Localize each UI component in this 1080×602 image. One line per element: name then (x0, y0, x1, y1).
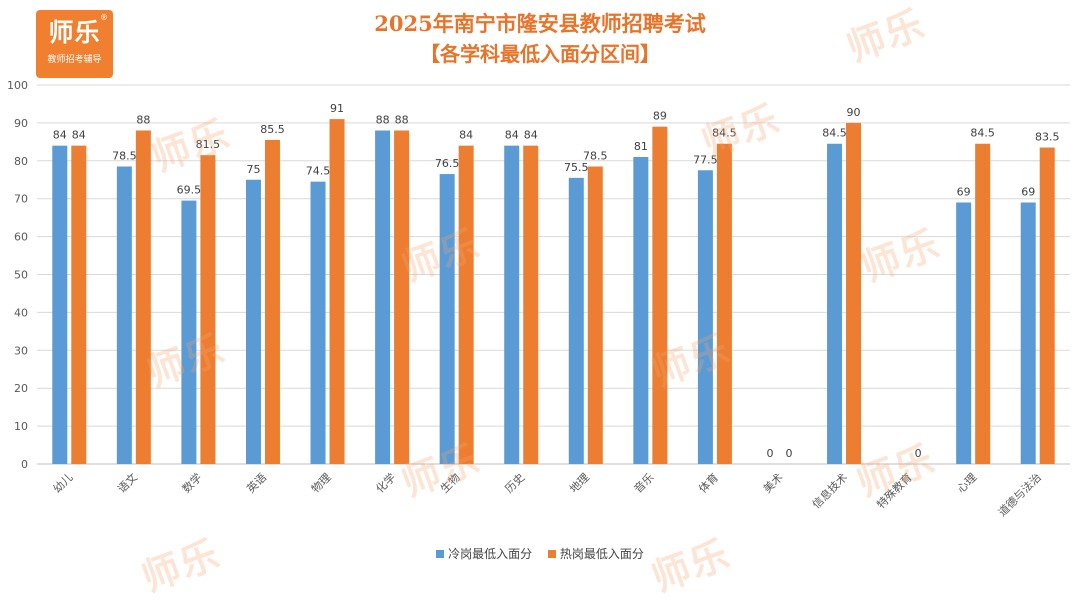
bar (504, 145, 520, 464)
bar (116, 166, 132, 465)
bar (329, 119, 345, 465)
logo-mark: 师乐 (48, 18, 101, 47)
y-tick-label: 100 (7, 79, 28, 92)
data-label: 76.5 (435, 157, 460, 170)
data-label: 84 (524, 129, 538, 142)
bar (310, 181, 326, 464)
chart-legend: 冷岗最低入面分 热岗最低入面分 (0, 545, 1080, 562)
y-tick-label: 30 (14, 344, 28, 357)
data-label: 91 (330, 102, 344, 115)
y-tick-label: 50 (14, 269, 28, 282)
data-label: 88 (136, 113, 150, 126)
data-label: 84.5 (712, 127, 737, 140)
x-tick-label: 道德与法治 (995, 470, 1044, 519)
y-tick-label: 90 (14, 117, 28, 130)
data-label: 88 (376, 113, 390, 126)
y-tick-label: 0 (21, 458, 28, 471)
legend-label: 冷岗最低入面分 (448, 547, 533, 561)
x-tick-label: 英语 (244, 470, 269, 495)
bar (956, 202, 972, 465)
bar (523, 145, 539, 464)
bar (633, 157, 649, 464)
bar (1020, 202, 1036, 465)
x-tick-label: 历史 (503, 471, 528, 496)
bar (1039, 147, 1055, 464)
x-tick-label: 物理 (308, 470, 333, 495)
data-label: 84.5 (822, 127, 847, 140)
data-label: 84 (505, 129, 519, 142)
bar (264, 139, 280, 464)
chart-subtitle: 【各学科最低入面分区间】 (420, 42, 660, 66)
x-tick-label: 地理 (567, 471, 592, 496)
x-tick-label: 语文 (115, 470, 140, 495)
bar (846, 122, 862, 465)
data-label: 81.5 (196, 138, 221, 151)
y-tick-label: 10 (14, 420, 28, 433)
legend-swatch-cold (436, 549, 445, 558)
legend-swatch-hot (547, 549, 556, 558)
data-label: 84.5 (970, 127, 995, 140)
data-label: 0 (785, 447, 792, 460)
bar (394, 130, 410, 465)
bar (181, 200, 197, 464)
data-label: 78.5 (112, 149, 137, 162)
data-label: 0 (915, 447, 922, 460)
bar (439, 174, 455, 464)
bar (458, 145, 474, 464)
data-label: 75 (246, 163, 260, 176)
data-label: 69 (1021, 185, 1035, 198)
data-label: 69 (957, 185, 971, 198)
data-label: 78.5 (583, 149, 608, 162)
y-tick-label: 70 (14, 193, 28, 206)
x-tick-label: 心理 (955, 471, 980, 496)
y-tick-label: 20 (14, 382, 28, 395)
x-tick-label: 幼儿 (51, 471, 76, 496)
logo-subtitle: 教师招考辅导 (47, 55, 102, 65)
bar (827, 143, 843, 464)
legend-label: 热岗最低入面分 (559, 547, 644, 561)
chart-title: 2025年南宁市隆安县教师招聘考试 (374, 11, 706, 36)
data-label: 75.5 (564, 161, 589, 174)
bar (135, 130, 151, 465)
bar (52, 145, 68, 464)
bar (587, 166, 603, 465)
brand-logo: ® 师乐 教师招考辅导 (36, 10, 113, 78)
x-tick-label: 美术 (761, 471, 786, 496)
bar (71, 145, 87, 464)
data-label: 84 (53, 129, 67, 142)
data-label: 84 (459, 129, 473, 142)
data-label: 0 (766, 447, 773, 460)
bar (697, 170, 713, 464)
legend-item: 冷岗最低入面分 (436, 545, 532, 562)
data-label: 69.5 (177, 184, 202, 197)
bar (716, 143, 732, 464)
registered-mark: ® (100, 13, 108, 22)
x-tick-label: 信息技术 (809, 470, 850, 511)
bar (375, 130, 391, 465)
y-tick-label: 80 (14, 155, 28, 168)
y-tick-label: 40 (14, 306, 28, 319)
data-label: 89 (653, 110, 667, 123)
data-label: 84 (72, 129, 86, 142)
y-tick-label: 60 (14, 231, 28, 244)
bar (568, 177, 584, 465)
bar (975, 143, 991, 464)
bar-chart: 0 10 20 30 40 50 60 70 80 90 100 84 84 幼儿 78.5 88 语文 69.5… (7, 79, 1070, 519)
bar (200, 155, 216, 465)
bar (245, 179, 261, 464)
data-label: 83.5 (1035, 131, 1060, 144)
data-label: 81 (634, 140, 648, 153)
data-label: 77.5 (693, 153, 718, 166)
bar (652, 126, 668, 464)
data-label: 74.5 (306, 165, 331, 178)
data-label: 88 (395, 113, 409, 126)
data-label: 85.5 (260, 123, 285, 136)
legend-item: 热岗最低入面分 (547, 545, 644, 562)
x-tick-label: 数学 (179, 470, 204, 495)
data-label: 90 (847, 106, 861, 119)
x-tick-label: 化学 (373, 470, 398, 495)
x-tick-label: 体育 (696, 470, 721, 495)
x-tick-label: 音乐 (631, 470, 656, 495)
